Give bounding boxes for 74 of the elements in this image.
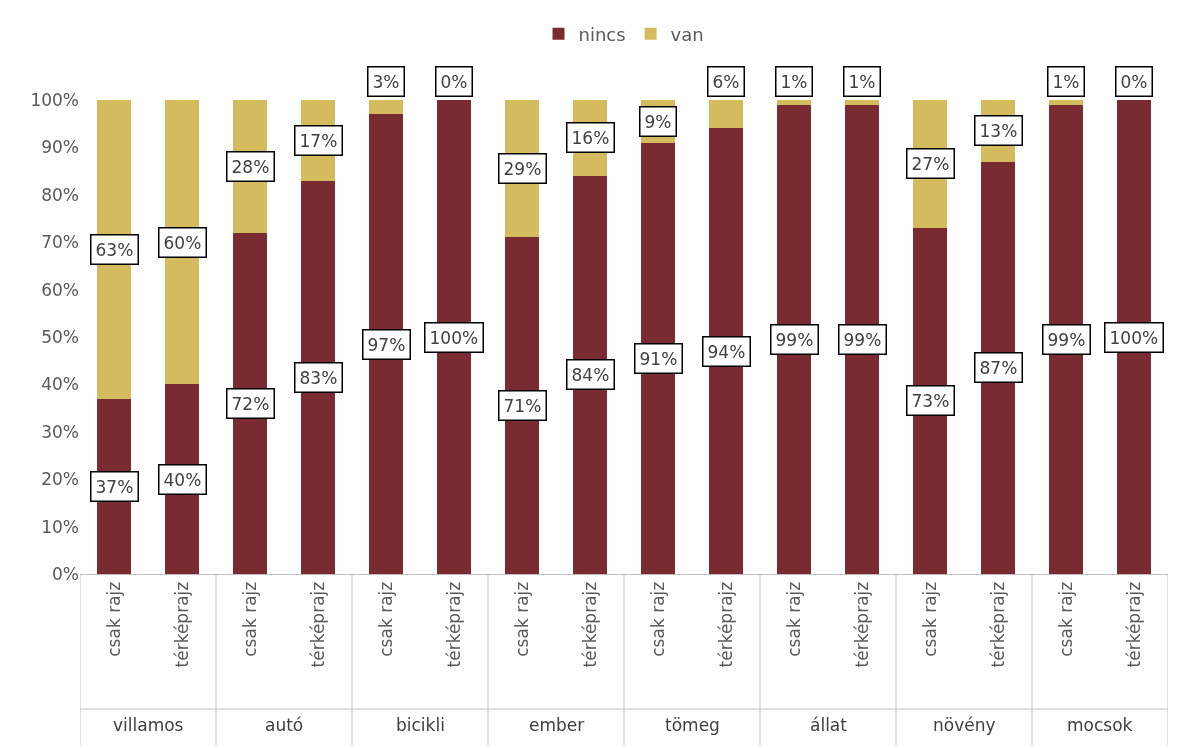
text: állat [810,715,848,735]
data-label: 13% [979,120,1018,141]
x-tick-label: csak rajz [919,581,940,657]
data-label: 17% [299,130,338,151]
y-tick-label: 0% [52,563,79,584]
y-tick-label: 50% [41,326,79,347]
text: bicikli [396,715,445,735]
data-label: 1% [780,71,808,92]
x-tick-label: térképrajz [715,581,736,668]
x-tick-label: térképrajz [171,581,192,668]
data-label: 71% [503,395,542,416]
text: villamos [113,715,184,735]
y-tick-label: 100% [30,89,79,110]
x-tick-label: térképrajz [307,581,328,668]
data-label: 60% [163,232,202,253]
data-label: 6% [712,71,740,92]
legend-label: nincs [578,23,626,45]
text: mocsok [1067,715,1133,735]
x-tick-label: térképrajz [987,581,1008,668]
legend-label: van [670,23,704,45]
x-tick-label: térképrajz [579,581,600,668]
y-tick-label: 80% [41,184,79,205]
bar [1049,100,1083,105]
data-label: 29% [503,158,542,179]
y-tick-label: 30% [41,421,79,442]
data-label: 97% [367,334,406,355]
data-label: 16% [571,127,610,148]
bar [369,100,403,115]
y-tick-label: 60% [41,279,79,300]
data-label: 9% [644,111,672,132]
y-tick-label: 70% [41,232,79,253]
data-label: 72% [231,393,270,414]
y-tick-label: 10% [41,516,79,537]
y-tick-label: 40% [41,374,79,395]
data-label: 99% [843,329,882,350]
x-tick-label: térképrajz [851,581,872,668]
data-label: 63% [95,239,134,260]
data-label: 83% [299,367,338,388]
x-tick-label: csak rajz [783,581,804,657]
bar [709,100,743,129]
text: növény [933,715,996,735]
x-tick-label: csak rajz [103,581,124,657]
data-label: 0% [1120,71,1148,92]
bar [845,100,879,105]
y-tick-label: 90% [41,137,79,158]
data-label: 73% [911,390,950,411]
data-label: 28% [231,156,270,177]
data-label: 100% [1109,327,1159,348]
data-label: 100% [429,327,479,348]
y-tick-label: 20% [41,469,79,490]
x-tick-label: csak rajz [1055,581,1076,657]
x-tick-label: térképrajz [1123,581,1144,668]
x-tick-label: csak rajz [239,581,260,657]
data-label: 1% [848,71,876,92]
data-label: 27% [911,153,950,174]
data-label: 87% [979,357,1018,378]
data-label: 0% [440,71,468,92]
data-label: 1% [1052,71,1080,92]
data-label: 94% [707,341,746,362]
text: autó [265,715,304,735]
data-label: 91% [639,348,678,369]
text: ember [529,715,585,735]
x-tick-label: csak rajz [511,581,532,657]
x-tick-label: térképrajz [443,581,464,668]
data-label: 37% [95,476,134,497]
data-label: 3% [372,71,400,92]
data-label: 40% [163,469,202,490]
data-label: 99% [1047,329,1086,350]
x-tick-label: csak rajz [647,581,668,657]
x-tick-label: csak rajz [375,581,396,657]
data-label: 84% [571,364,610,385]
data-label: 99% [775,329,814,350]
bar [777,100,811,105]
text: tömeg [665,715,720,735]
